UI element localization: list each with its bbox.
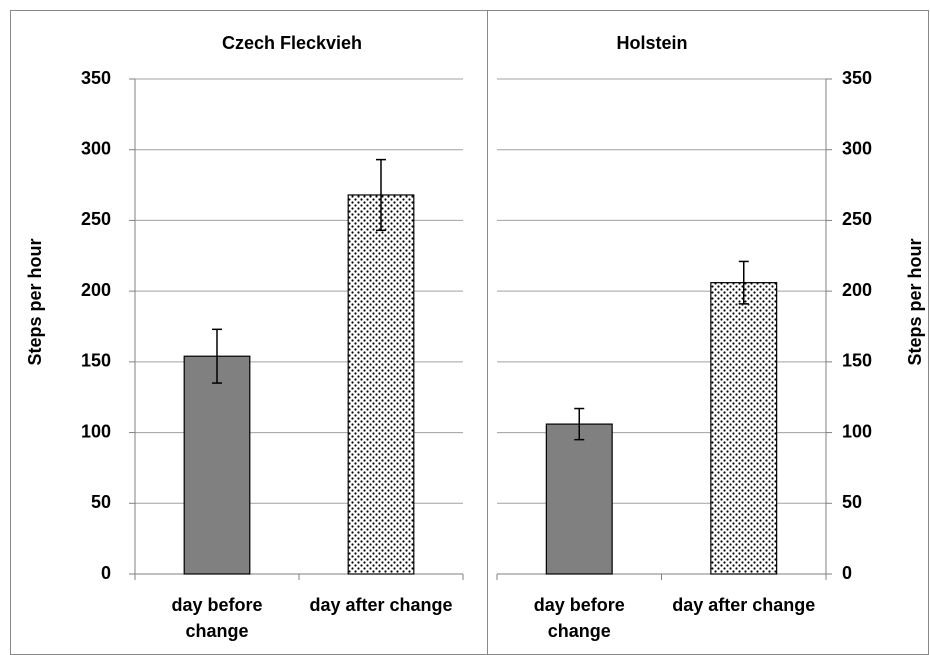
y-tick-label: 200 — [842, 280, 872, 300]
y-axis-label: Steps per hour — [25, 238, 45, 365]
y-tick-label: 50 — [842, 492, 862, 512]
y-tick-label: 100 — [842, 421, 872, 441]
error-bar — [738, 260, 749, 305]
y-tick-label: 150 — [81, 351, 111, 371]
y-tick-label: 250 — [842, 209, 872, 229]
error-bar — [574, 407, 585, 441]
bar — [183, 355, 251, 575]
y-tick-label: 300 — [842, 138, 872, 158]
y-tick-label: 0 — [101, 563, 111, 583]
bar — [710, 282, 778, 575]
panel-title: Holstein — [616, 33, 687, 53]
x-tick-label: day before change — [171, 595, 263, 641]
bar — [347, 194, 415, 575]
y-axis-label: Steps per hour — [905, 238, 925, 365]
y-tick-label: 50 — [91, 492, 111, 512]
y-tick-label: 300 — [81, 138, 111, 158]
panel-title: Czech Fleckvieh — [222, 33, 362, 53]
y-tick-label: 250 — [81, 209, 111, 229]
y-tick-label: 150 — [842, 351, 872, 371]
error-bar — [212, 328, 222, 384]
x-tick-label: day after change — [309, 595, 453, 615]
error-bar — [376, 158, 386, 232]
y-tick-label: 100 — [81, 421, 111, 441]
bar — [545, 423, 613, 575]
frame — [10, 10, 929, 655]
y-tick-label: 0 — [842, 563, 852, 583]
x-tick-label: day before change — [533, 595, 625, 641]
x-tick-label: day after change — [672, 595, 816, 615]
y-tick-label: 350 — [842, 68, 872, 88]
y-tick-label: 350 — [81, 68, 111, 88]
y-tick-label: 200 — [81, 280, 111, 300]
